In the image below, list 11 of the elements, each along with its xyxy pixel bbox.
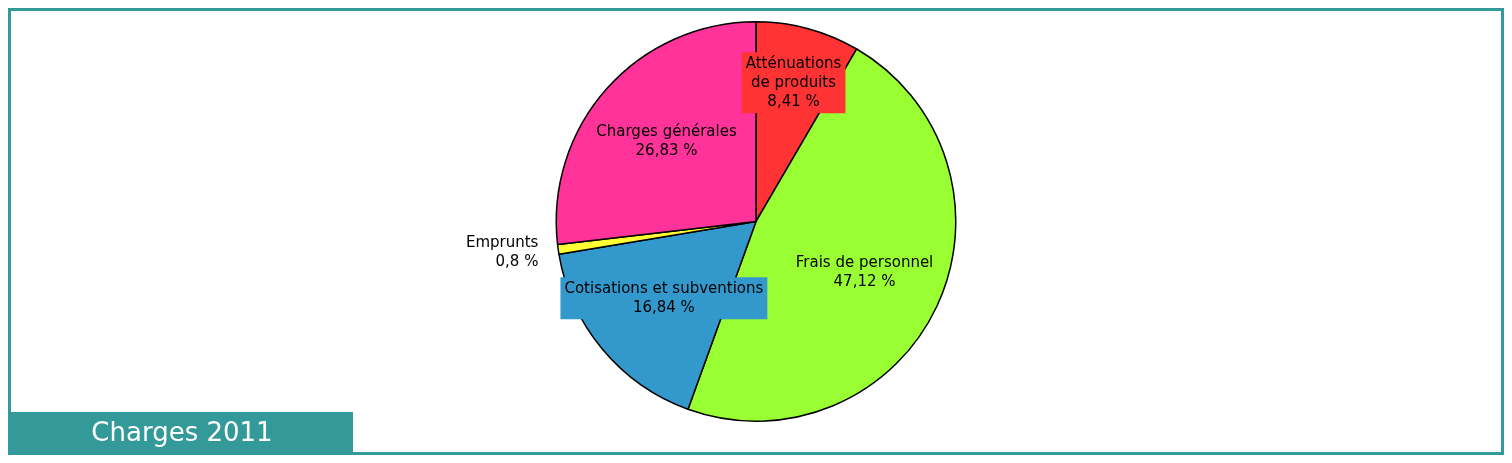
data-label: 47,12 % xyxy=(833,271,896,290)
slice-label: Frais de personnel xyxy=(795,252,934,271)
slice-label: Charges générales xyxy=(596,122,737,141)
data-label: 0,8 % xyxy=(495,251,539,270)
data-label: 8,41 % xyxy=(767,91,820,110)
data-label: 26,83 % xyxy=(635,141,698,160)
slice-label: Emprunts xyxy=(465,232,539,251)
data-label: 16,84 % xyxy=(632,297,695,316)
slice-label: Atténuations de produits xyxy=(745,53,842,91)
text: Charges 2011 xyxy=(11,412,353,452)
slice-label: Cotisations et subventions xyxy=(564,278,764,297)
